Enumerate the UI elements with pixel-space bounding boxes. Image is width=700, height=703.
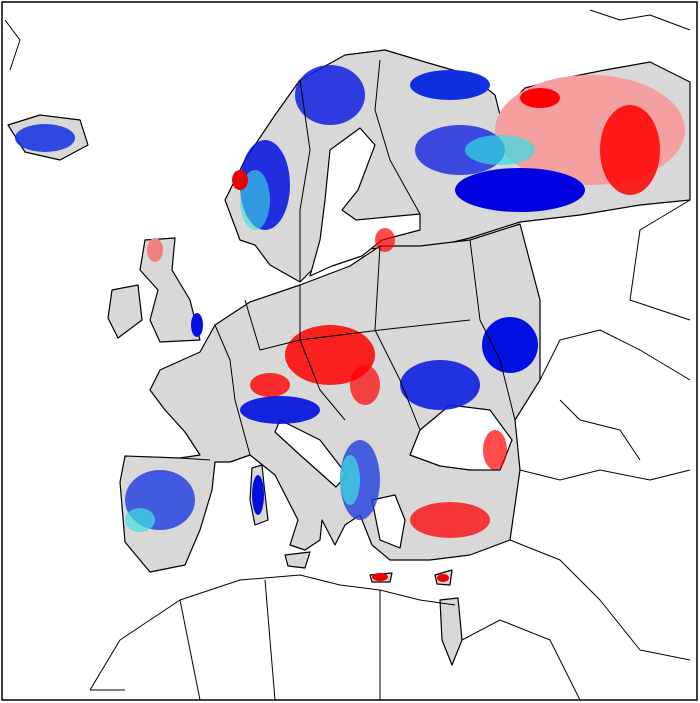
patch-cyan [125,508,155,532]
border [539,329,691,381]
land-sicily [284,551,311,569]
patch-red [375,228,395,252]
patch-red [410,502,490,538]
land-levant [439,597,463,666]
patch-red [250,373,290,397]
patch-blue [191,313,203,337]
sea-aegean [371,494,406,549]
patch-blue [15,124,75,152]
patch-red [483,430,507,470]
land-ireland [107,284,143,339]
border [509,539,691,661]
border [4,19,21,71]
sea-adriatic [274,419,348,488]
patch-cyan [465,135,535,165]
patch-blue [482,317,538,373]
border [374,59,421,215]
patch-blue [295,65,365,125]
border [374,245,421,431]
border [244,299,471,351]
patch-red [600,105,660,195]
border [179,457,211,461]
border [519,469,691,481]
patch-red [232,170,248,190]
border [469,239,516,421]
land-britain [139,237,201,343]
border [589,9,691,31]
patch-red [350,365,380,405]
border [559,399,641,461]
border [214,324,251,456]
patch-cyan [340,455,360,505]
patch-red-light [147,238,163,262]
patch-blue [410,70,490,100]
border [264,579,276,701]
patch-red [285,325,375,385]
border [89,574,456,691]
patch-blue [240,396,320,424]
border [299,79,311,282]
border [629,199,691,321]
sea-baltic [309,127,421,277]
patch-red [372,573,388,581]
patch-blue [455,168,585,212]
patch-blue [252,475,264,515]
patch-red [437,574,449,582]
border [461,619,581,701]
border [299,285,346,421]
borders [4,9,691,701]
patch-red [520,88,560,108]
border [179,599,201,701]
anomaly-patches [15,65,685,582]
patch-cyan [240,170,270,230]
patch-blue [400,360,480,410]
